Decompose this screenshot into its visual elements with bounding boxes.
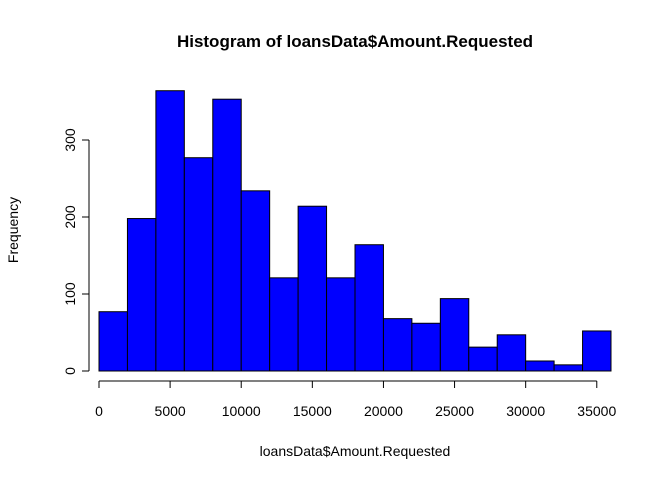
histogram-bar-1	[126, 218, 157, 372]
x-tick-label-4: 20000	[364, 403, 403, 419]
y-axis: 0 100 200 300	[62, 128, 90, 375]
histogram-bar-4	[212, 98, 242, 372]
x-tick-label-3: 15000	[293, 403, 332, 419]
x-tick-label-0: 0	[95, 403, 103, 419]
histogram-bar-0	[98, 311, 128, 372]
histogram-bar-8	[326, 277, 356, 372]
x-tick-label-6: 30000	[506, 403, 545, 419]
histogram-bar-14	[496, 334, 527, 372]
histogram-bar-5	[240, 190, 271, 372]
histogram-bar-9	[354, 244, 384, 372]
histogram-bar-17	[582, 330, 612, 372]
histogram-bar-6	[269, 277, 299, 372]
histogram-bar-13	[468, 346, 498, 372]
histogram-bar-2	[155, 90, 185, 372]
y-tick-label-2: 200	[62, 205, 78, 229]
histogram-bar-16	[553, 364, 584, 372]
x-tick-label-7: 35000	[577, 403, 616, 419]
histogram-bar-11	[411, 322, 441, 372]
y-axis-label: Frequency	[5, 197, 21, 263]
y-tick-label-0: 0	[62, 367, 78, 375]
histogram-bar-10	[382, 318, 413, 372]
x-axis: 0 5000 10000 15000 20000 25000 30000 35000	[95, 380, 616, 419]
x-tick-label-1: 5000	[155, 403, 186, 419]
x-tick-label-5: 25000	[435, 403, 474, 419]
y-tick-label-3: 300	[62, 128, 78, 152]
x-axis-label: loansData$Amount.Requested	[260, 443, 451, 459]
histogram-bar-12	[439, 298, 470, 372]
histogram-bar-7	[297, 205, 328, 372]
x-tick-label-2: 10000	[222, 403, 261, 419]
chart-title: Histogram of loansData$Amount.Requested	[177, 32, 533, 51]
bars-group	[98, 90, 612, 372]
histogram-bar-15	[525, 360, 555, 372]
y-tick-label-1: 100	[62, 282, 78, 306]
histogram-bar-3	[183, 157, 214, 372]
